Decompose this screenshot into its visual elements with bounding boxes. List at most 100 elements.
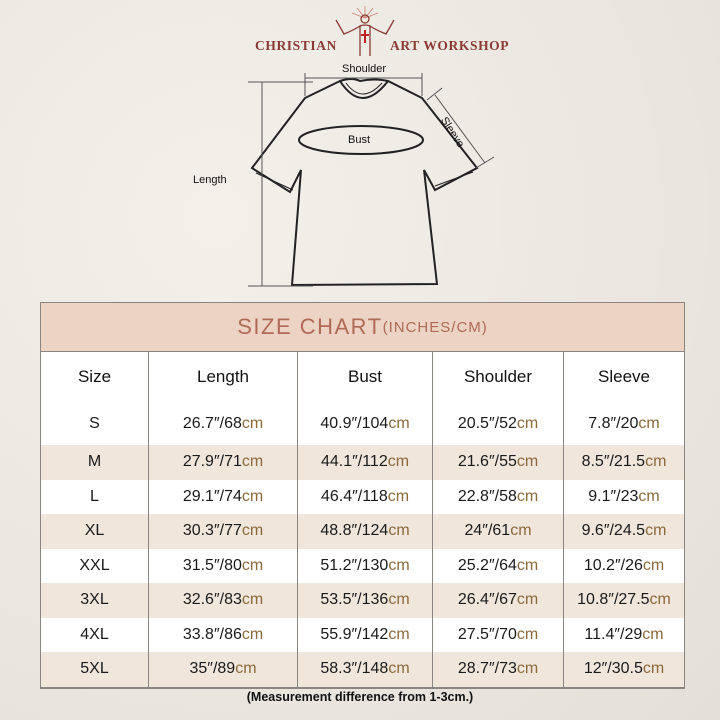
cell-value: 51.2″/130 (320, 556, 389, 574)
cell-value: 9.1″/23 (588, 487, 639, 505)
cell-value: M (87, 453, 102, 471)
cell-value: 10.8″/27.5 (577, 591, 650, 609)
unit-label: cm (241, 414, 264, 432)
size-cell: XL (41, 514, 148, 549)
unit-label: cm (388, 414, 410, 432)
cell-value: 20.5″/52 (457, 414, 517, 432)
measurement-cell: 35″/89 cm (148, 652, 297, 687)
unit-label: cm (516, 453, 539, 471)
cell-value: 46.4″/118 (320, 487, 388, 505)
table-row: M 27.9″/71 cm 44.1″/112 cm 21.6″/55 cm 8.5″/21.… (41, 445, 684, 480)
cell-value: 26.4″/67 (457, 591, 517, 609)
cell-value: 26.7″/68 (182, 414, 242, 432)
measurement-cell: 28.7″/73 cm (432, 652, 563, 687)
measurement-cell: 12″/30.5 cm (563, 652, 684, 687)
table-row: XL 30.3″/77 cm 48.8″/124 cm 24″/61 cm 9.6″/24.5… (41, 514, 684, 549)
measurement-cell: 55.9″/142 cm (297, 617, 432, 652)
unit-label: cm (388, 556, 410, 574)
cell-value: L (90, 487, 99, 505)
cell-value: 8.5″/21.5 (581, 453, 646, 471)
table-row: XXL 31.5″/80 cm 51.2″/130 cm 25.2″/64 cm 10.2″/… (41, 548, 684, 583)
size-cell: L (41, 480, 148, 515)
unit-label: cm (642, 660, 665, 678)
size-chart-table: SIZE CHART (INCHES/CM) Size Length Bust Shou… (40, 302, 685, 689)
cell-value: 5XL (80, 660, 109, 678)
cell-value: 12″/30.5 (583, 660, 643, 678)
measurement-cell: 9.1″/23 cm (563, 479, 684, 514)
cell-value: 11.4″/29 (584, 625, 643, 643)
cell-value: 55.9″/142 (320, 625, 389, 643)
length-label: Length (193, 174, 227, 186)
measurement-cell: 26.4″/67 cm (432, 583, 563, 618)
cell-value: 44.1″/112 (320, 453, 388, 471)
cell-value: 25.2″/64 (457, 556, 517, 574)
unit-label: cm (388, 660, 410, 678)
size-cell: 3XL (41, 583, 148, 618)
table-header-row: Size Length Bust Shoulder Sleeve (41, 352, 684, 402)
cell-value: 22.8″/58 (457, 487, 517, 505)
measurement-cell: 29.1″/74 cm (148, 479, 297, 514)
table-row: 5XL 35″/89 cm 58.3″/148 cm 28.7″/73 cm 12″/30.5… (41, 652, 684, 687)
measurement-cell: 27.9″/71 cm (148, 445, 297, 480)
measurement-cell: 8.5″/21.5 cm (563, 445, 684, 480)
tshirt-measurement-diagram: Shoulder Sleeve Bust Length (180, 0, 540, 300)
jesus-radiant-cross-logo-icon (335, 6, 395, 56)
measurement-cell: 32.6″/83 cm (148, 583, 297, 618)
cell-value: 7.8″/20 (588, 414, 639, 432)
measurement-cell: 7.8″/20 cm (563, 402, 684, 445)
measurement-cell: 22.8″/58 cm (432, 479, 563, 514)
measurement-cell: 20.5″/52 cm (432, 402, 563, 445)
unit-label: cm (241, 556, 264, 574)
measurement-cell: 53.5″/136 cm (297, 583, 432, 618)
unit-label: cm (241, 487, 264, 505)
column-header: Bust (297, 352, 432, 402)
cell-value: 21.6″/55 (457, 453, 517, 471)
brand-name-left: CHRISTIAN (255, 38, 337, 53)
size-cell: 4XL (41, 618, 148, 653)
table-row: 3XL 32.6″/83 cm 53.5″/136 cm 26.4″/67 cm 10.8″/… (41, 583, 684, 618)
measurement-cell: 26.7″/68 cm (148, 402, 297, 445)
column-header: Shoulder (432, 352, 563, 402)
unit-label: cm (241, 591, 264, 609)
measurement-cell: 51.2″/130 cm (297, 548, 432, 583)
measurement-note: (Measurement difference from 1-3cm.) (246, 690, 474, 704)
unit-label: cm (642, 625, 664, 643)
measurement-cell: 31.5″/80 cm (148, 548, 297, 583)
title-text: SIZE CHART (237, 314, 383, 339)
unit-label: cm (241, 625, 264, 643)
unit-label: cm (388, 522, 410, 540)
unit-label: cm (516, 625, 539, 643)
unit-label: cm (642, 556, 665, 574)
cell-value: 32.6″/83 (182, 591, 242, 609)
measurement-cell: 58.3″/148 cm (297, 652, 432, 687)
cell-value: 24″/61 (464, 522, 511, 540)
cell-value: 27.5″/70 (457, 625, 517, 643)
cell-value: 27.9″/71 (182, 453, 242, 471)
measurement-cell: 11.4″/29 cm (563, 617, 684, 652)
cell-value: S (89, 414, 100, 432)
measurement-cell: 27.5″/70 cm (432, 617, 563, 652)
unit-label: cm (516, 556, 539, 574)
cell-value: 33.8″/86 (182, 625, 242, 643)
cell-value: 40.9″/104 (320, 414, 389, 432)
cell-value: 3XL (80, 591, 109, 609)
cell-value: 30.3″/77 (182, 522, 242, 540)
size-cell: M (41, 445, 148, 480)
unit-label: cm (241, 453, 264, 471)
measurement-cell: 25.2″/64 cm (432, 548, 563, 583)
size-chart-title: SIZE CHART (INCHES/CM) (41, 303, 684, 352)
unit-label: cm (388, 591, 410, 609)
cell-value: 9.6″/24.5 (581, 522, 646, 540)
unit-label: cm (510, 522, 532, 540)
column-header: Size (77, 367, 112, 386)
measurement-cell: 10.8″/27.5 cm (563, 583, 684, 618)
unit-label: cm (638, 414, 660, 432)
shoulder-label: Shoulder (342, 63, 387, 75)
size-cell: S (41, 402, 148, 445)
bust-label: Bust (348, 134, 371, 146)
cell-value: 10.2″/26 (583, 556, 643, 574)
column-header: Length (148, 352, 297, 402)
unit-label: cm (235, 660, 257, 678)
measurement-cell: 21.6″/55 cm (432, 445, 563, 480)
unit-label: cm (241, 522, 264, 540)
